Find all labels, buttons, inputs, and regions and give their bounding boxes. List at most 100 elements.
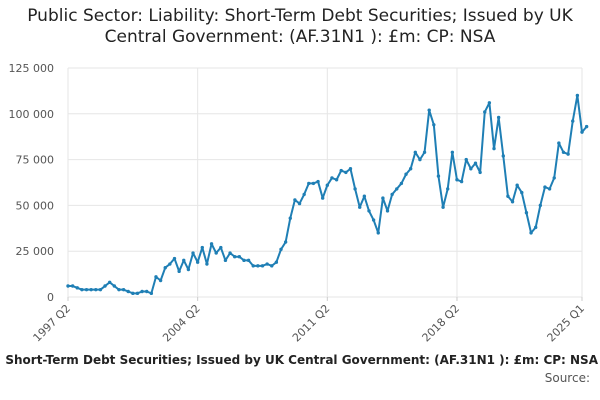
data-point [177,269,181,274]
data-point [427,108,431,112]
data-point [163,265,167,270]
legend-entry-label: Public Sector: Liability: Short-Term Deb… [0,353,598,367]
source-label: Source: [544,371,590,385]
x-tick-label: 1997 Q2 [31,302,74,345]
data-point [432,123,436,127]
data-point [89,287,93,292]
data-point [205,262,209,266]
data-point [265,262,269,266]
x-tick-label: 2011 Q2 [290,302,333,345]
x-tick-label: 2004 Q2 [160,302,203,345]
grid-layer [67,67,583,301]
data-point [117,287,121,292]
y-tick-label: 100 000 [9,108,55,121]
data-point [441,205,445,209]
data-point [135,291,140,296]
data-point [219,245,223,250]
data-point [515,183,519,187]
data-point [200,245,204,250]
data-point [260,264,265,268]
series-layer [66,93,589,296]
data-point [228,251,232,255]
data-point [242,258,246,263]
data-point [168,262,172,266]
y-tick-label: 125 000 [9,62,55,75]
data-point [182,258,186,263]
data-point [469,167,473,171]
data-point [547,187,552,191]
data-point [330,176,334,180]
data-point [390,192,394,197]
data-point [492,146,496,151]
data-point [408,167,413,171]
data-point [520,190,524,195]
data-point [413,150,417,154]
data-point [404,172,408,176]
data-point [381,196,385,200]
data-point [487,101,492,105]
data-point [145,289,149,294]
data-point [459,179,464,184]
data-point [334,178,339,182]
data-point [302,192,306,197]
data-point [362,194,367,198]
data-point [158,278,163,283]
data-point [283,240,288,244]
data-point [256,264,260,268]
data-point [223,258,228,263]
data-point [385,209,390,213]
data-point [483,110,487,114]
data-point [446,187,450,191]
data-point [571,119,575,123]
data-point [320,196,325,200]
data-point [75,286,79,290]
data-point [450,150,455,154]
data-point [307,181,311,186]
x-axis-ticks: 1997 Q2 2004 Q2 2011 Q2 2018 Q2 2025 Q1 [31,302,588,345]
data-point [399,181,404,186]
legend: Public Sector: Liability: Short-Term Deb… [0,352,600,370]
y-tick-label: 25 000 [16,245,55,258]
data-point [353,187,357,191]
data-point [149,291,154,296]
data-point [538,203,543,208]
data-point [131,291,135,296]
data-point [195,260,200,264]
y-tick-label: 75 000 [16,154,55,167]
data-point [103,284,107,288]
data-point [376,231,380,235]
data-point [510,200,515,204]
data-point [557,141,561,145]
chart-title: Public Sector: Liability: Short-Term Deb… [27,6,573,47]
data-point [575,93,580,98]
y-axis-ticks: 0 25 000 50 000 75 000 100 000 125 000 [9,62,55,304]
data-point [496,115,501,120]
data-point [552,176,556,180]
data-point [501,154,505,158]
data-point [112,284,117,288]
data-point [422,150,427,154]
data-point [418,157,422,162]
data-point [543,185,547,189]
data-point [84,287,89,292]
data-point [584,124,589,129]
data-point [580,130,584,134]
data-point [339,168,343,173]
data-point [524,211,529,215]
x-tick-label: 2018 Q2 [420,302,463,345]
data-point [237,255,242,259]
data-point [233,255,237,259]
data-point [274,260,279,264]
data-point [126,289,130,294]
data-point [293,198,297,202]
data-point [348,167,353,171]
line-chart: 0 25 000 50 000 75 000 100 000 125 000 1997 Q… [9,62,589,345]
data-point [358,205,362,209]
data-point [395,187,399,191]
data-point [506,194,510,198]
data-point [80,287,84,292]
data-point [478,170,482,175]
data-point [214,251,218,255]
data-point [297,201,302,206]
data-point [529,231,533,235]
